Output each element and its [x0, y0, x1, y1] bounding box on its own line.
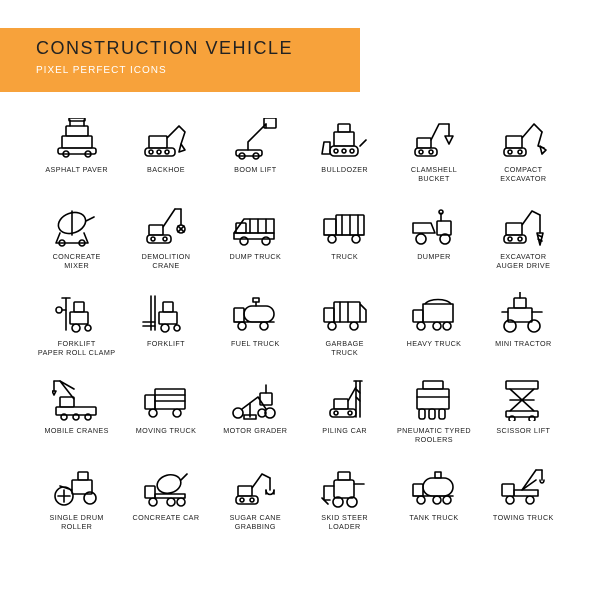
icon-cell-clamshell-bucket: CLAMSHELL BUCKET [393, 110, 474, 183]
icon-label: SKID STEER LOADER [321, 513, 368, 531]
icon-label: SCISSOR LIFT [496, 426, 550, 435]
concreate-mixer-icon [50, 197, 104, 247]
heavy-truck-icon [407, 284, 461, 334]
icon-label: DUMPER [417, 252, 451, 261]
bulldozer-icon [318, 110, 372, 160]
icon-label: TANK TRUCK [409, 513, 458, 522]
dump-truck-icon [228, 197, 282, 247]
icon-cell-dumper: DUMPER [393, 197, 474, 270]
concreate-car-icon [139, 458, 193, 508]
towing-truck-icon [496, 458, 550, 508]
page-subtitle: PIXEL PERFECT ICONS [36, 65, 360, 76]
icon-cell-motor-grader: MOTOR GRADER [215, 371, 296, 444]
excavator-auger-icon [496, 197, 550, 247]
icon-label: CONCREATE MIXER [53, 252, 101, 270]
icon-cell-forklift-clamp: FORKLIFT PAPER ROLL CLAMP [36, 284, 117, 357]
icon-cell-tank-truck: TANK TRUCK [393, 458, 474, 531]
icon-cell-heavy-truck: HEAVY TRUCK [393, 284, 474, 357]
tank-truck-icon [407, 458, 461, 508]
icon-label: SINGLE DRUM ROLLER [50, 513, 104, 531]
motor-grader-icon [228, 371, 282, 421]
icon-label: SUGAR CANE GRABBING [230, 513, 282, 531]
mini-tractor-icon [496, 284, 550, 334]
truck-icon [318, 197, 372, 247]
forklift-clamp-icon [50, 284, 104, 334]
page-title: CONSTRUCTION VEHICLE [36, 38, 360, 59]
icon-cell-asphalt-paver: ASPHALT PAVER [36, 110, 117, 183]
single-drum-roller-icon [50, 458, 104, 508]
asphalt-paver-icon [50, 110, 104, 160]
icon-cell-compact-excavator: COMPACT EXCAVATOR [483, 110, 564, 183]
icon-cell-skid-steer: SKID STEER LOADER [304, 458, 385, 531]
icon-label: BOOM LIFT [234, 165, 276, 174]
icon-label: COMPACT EXCAVATOR [500, 165, 546, 183]
icon-label: MOVING TRUCK [136, 426, 197, 435]
icon-cell-forklift: FORKLIFT [125, 284, 206, 357]
icon-cell-scissor-lift: SCISSOR LIFT [483, 371, 564, 444]
boom-lift-icon [228, 110, 282, 160]
icon-cell-sugar-cane: SUGAR CANE GRABBING [215, 458, 296, 531]
icon-label: CLAMSHELL BUCKET [411, 165, 457, 183]
icon-label: MOBILE CRANES [45, 426, 109, 435]
icon-label: ASPHALT PAVER [45, 165, 108, 174]
clamshell-bucket-icon [407, 110, 461, 160]
icon-grid: ASPHALT PAVER BACKHOE BOOM LIFT BULLDOZER CL… [36, 110, 564, 531]
icon-cell-mobile-cranes: MOBILE CRANES [36, 371, 117, 444]
piling-car-icon [318, 371, 372, 421]
icon-cell-excavator-auger: EXCAVATOR AUGER DRIVE [483, 197, 564, 270]
sugar-cane-icon [228, 458, 282, 508]
icon-cell-dump-truck: DUMP TRUCK [215, 197, 296, 270]
icon-label: BULLDOZER [321, 165, 368, 174]
icon-cell-bulldozer: BULLDOZER [304, 110, 385, 183]
icon-label: DEMOLITION CRANE [142, 252, 191, 270]
backhoe-icon [139, 110, 193, 160]
icon-cell-pneumatic-roller: PNEUMATIC TYRED ROOLERS [393, 371, 474, 444]
forklift-icon [139, 284, 193, 334]
compact-excavator-icon [496, 110, 550, 160]
icon-cell-backhoe: BACKHOE [125, 110, 206, 183]
icon-cell-concreate-car: CONCREATE CAR [125, 458, 206, 531]
icon-cell-moving-truck: MOVING TRUCK [125, 371, 206, 444]
skid-steer-icon [318, 458, 372, 508]
pneumatic-roller-icon [407, 371, 461, 421]
icon-label: BACKHOE [147, 165, 185, 174]
icon-label: MINI TRACTOR [495, 339, 551, 348]
icon-label: DUMP TRUCK [230, 252, 282, 261]
garbage-truck-icon [318, 284, 372, 334]
icon-cell-boom-lift: BOOM LIFT [215, 110, 296, 183]
icon-cell-demolition-crane: DEMOLITION CRANE [125, 197, 206, 270]
dumper-icon [407, 197, 461, 247]
scissor-lift-icon [496, 371, 550, 421]
fuel-truck-icon [228, 284, 282, 334]
icon-cell-concreate-mixer: CONCREATE MIXER [36, 197, 117, 270]
icon-cell-truck: TRUCK [304, 197, 385, 270]
moving-truck-icon [139, 371, 193, 421]
icon-label: PILING CAR [322, 426, 367, 435]
mobile-cranes-icon [50, 371, 104, 421]
icon-label: FORKLIFT [147, 339, 185, 348]
icon-label: MOTOR GRADER [223, 426, 287, 435]
icon-label: EXCAVATOR AUGER DRIVE [496, 252, 550, 270]
icon-cell-single-drum-roller: SINGLE DRUM ROLLER [36, 458, 117, 531]
icon-cell-towing-truck: TOWING TRUCK [483, 458, 564, 531]
icon-label: PNEUMATIC TYRED ROOLERS [397, 426, 471, 444]
icon-cell-mini-tractor: MINI TRACTOR [483, 284, 564, 357]
icon-cell-piling-car: PILING CAR [304, 371, 385, 444]
icon-label: CONCREATE CAR [133, 513, 200, 522]
icon-cell-fuel-truck: FUEL TRUCK [215, 284, 296, 357]
icon-label: TRUCK [331, 252, 358, 261]
icon-label: FORKLIFT PAPER ROLL CLAMP [38, 339, 116, 357]
demolition-crane-icon [139, 197, 193, 247]
icon-cell-garbage-truck: GARBAGE TRUCK [304, 284, 385, 357]
icon-label: HEAVY TRUCK [407, 339, 462, 348]
title-banner: CONSTRUCTION VEHICLE PIXEL PERFECT ICONS [0, 28, 360, 92]
icon-label: TOWING TRUCK [493, 513, 554, 522]
icon-label: GARBAGE TRUCK [325, 339, 363, 357]
icon-label: FUEL TRUCK [231, 339, 280, 348]
